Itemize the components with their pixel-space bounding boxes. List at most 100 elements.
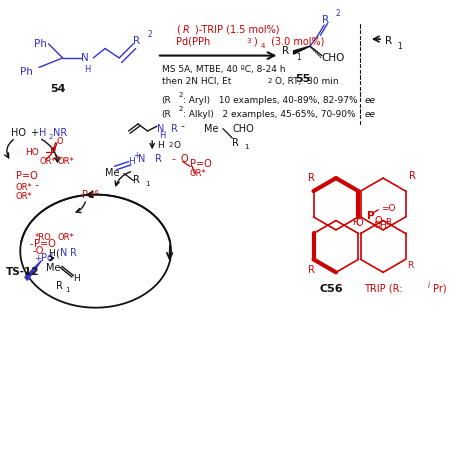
Text: OR*: OR* (58, 233, 75, 241)
Text: O: O (374, 216, 382, 226)
Text: N: N (82, 53, 89, 63)
Text: R: R (308, 173, 315, 183)
Text: C56: C56 (319, 284, 343, 294)
Text: R: R (385, 219, 392, 228)
Text: N: N (138, 154, 146, 164)
Text: R: R (385, 36, 392, 46)
Text: R: R (55, 282, 63, 292)
Text: : Aryl)   10 examples, 40-89%, 82-97%: : Aryl) 10 examples, 40-89%, 82-97% (183, 96, 360, 105)
Text: H: H (73, 274, 80, 283)
Text: R: R (232, 138, 239, 148)
Text: (3.0 mol%): (3.0 mol%) (268, 36, 324, 46)
Text: R: R (308, 265, 315, 275)
Text: O: O (173, 141, 181, 150)
Text: +: + (133, 152, 140, 161)
Text: OR*: OR* (58, 157, 75, 166)
Text: P=O: P=O (16, 171, 37, 181)
Text: R: R (183, 25, 190, 35)
Text: OH: OH (374, 221, 387, 230)
Text: 1: 1 (296, 54, 301, 63)
Text: R: R (133, 36, 140, 46)
Text: Me: Me (105, 168, 119, 178)
Text: O: O (57, 137, 64, 146)
Text: (R: (R (162, 110, 172, 119)
Text: H: H (84, 65, 90, 74)
Text: N: N (157, 124, 164, 134)
Text: R: R (70, 248, 77, 258)
Text: : Alkyl)   2 examples, 45-65%, 70-90%: : Alkyl) 2 examples, 45-65%, 70-90% (183, 110, 358, 119)
Text: OR*: OR* (190, 169, 207, 178)
Text: R: R (353, 219, 359, 228)
Text: ee: ee (364, 96, 375, 105)
Text: 4: 4 (261, 43, 265, 49)
Text: )-TRIP (1.5 mol%): )-TRIP (1.5 mol%) (195, 25, 279, 35)
Text: OR*: OR* (16, 183, 32, 192)
Text: R: R (171, 124, 178, 134)
Text: N: N (60, 248, 68, 258)
Text: 1: 1 (244, 144, 248, 149)
Text: 1: 1 (145, 181, 150, 187)
Text: HO: HO (11, 128, 26, 138)
Text: R: R (322, 15, 329, 25)
Text: O: O (181, 154, 188, 164)
Text: Pd(PPh: Pd(PPh (176, 36, 210, 46)
Text: *RO: *RO (35, 233, 51, 241)
Polygon shape (25, 261, 41, 280)
Text: 1: 1 (397, 42, 402, 51)
Text: (: ( (55, 248, 59, 258)
Text: CHO: CHO (232, 124, 254, 134)
Text: CHO: CHO (322, 53, 345, 63)
Text: TRIP (R:: TRIP (R: (364, 284, 406, 294)
Text: R: R (282, 46, 289, 56)
Text: -: - (171, 154, 175, 164)
Text: +: + (30, 128, 37, 138)
Text: HO: HO (25, 148, 39, 157)
Text: R: R (409, 171, 416, 181)
Text: OR*: OR* (39, 157, 56, 166)
Text: MS 5A, MTBE, 40 ºC, 8-24 h: MS 5A, MTBE, 40 ºC, 8-24 h (162, 65, 285, 74)
Text: 2: 2 (178, 106, 182, 112)
Text: -: - (30, 239, 33, 249)
Text: H: H (39, 128, 46, 138)
Text: +: + (35, 254, 42, 263)
Text: Pd: Pd (41, 253, 54, 263)
Text: NR: NR (53, 128, 67, 138)
Text: Me: Me (46, 263, 61, 273)
Text: O, RT,  30 min: O, RT, 30 min (275, 77, 338, 86)
Text: ee: ee (364, 110, 375, 119)
Text: 2: 2 (147, 30, 152, 39)
Text: (R: (R (162, 96, 172, 105)
Text: (: ( (176, 25, 180, 35)
Text: 54: 54 (50, 83, 66, 93)
Text: 55: 55 (295, 74, 310, 84)
Text: -: - (181, 121, 184, 131)
Text: Ph: Ph (35, 39, 47, 49)
Text: H: H (128, 157, 136, 166)
Text: O: O (356, 218, 364, 228)
Text: H: H (48, 249, 55, 258)
Text: P: P (50, 147, 56, 157)
Text: 2: 2 (336, 9, 341, 18)
Text: 1: 1 (65, 287, 70, 293)
Text: H: H (157, 141, 164, 150)
Text: -O: -O (32, 246, 44, 256)
Text: P=O: P=O (190, 159, 211, 169)
Text: R: R (407, 261, 413, 270)
Text: 2: 2 (48, 134, 53, 140)
Text: Ph: Ph (20, 67, 33, 77)
Text: 2: 2 (169, 142, 173, 148)
Text: R: R (155, 154, 162, 164)
Text: TS-12: TS-12 (6, 267, 40, 277)
Text: R: R (133, 175, 140, 185)
Text: P=O: P=O (35, 239, 56, 249)
Text: Me: Me (204, 124, 219, 134)
Text: H: H (159, 131, 165, 140)
Text: Pr): Pr) (433, 284, 446, 294)
Text: i: i (428, 281, 430, 290)
Text: -: - (35, 180, 38, 190)
Text: 2: 2 (268, 79, 272, 84)
Text: 2: 2 (178, 91, 182, 98)
Text: P: P (367, 211, 375, 221)
Text: OR*: OR* (16, 192, 32, 201)
Text: ): ) (254, 36, 257, 46)
